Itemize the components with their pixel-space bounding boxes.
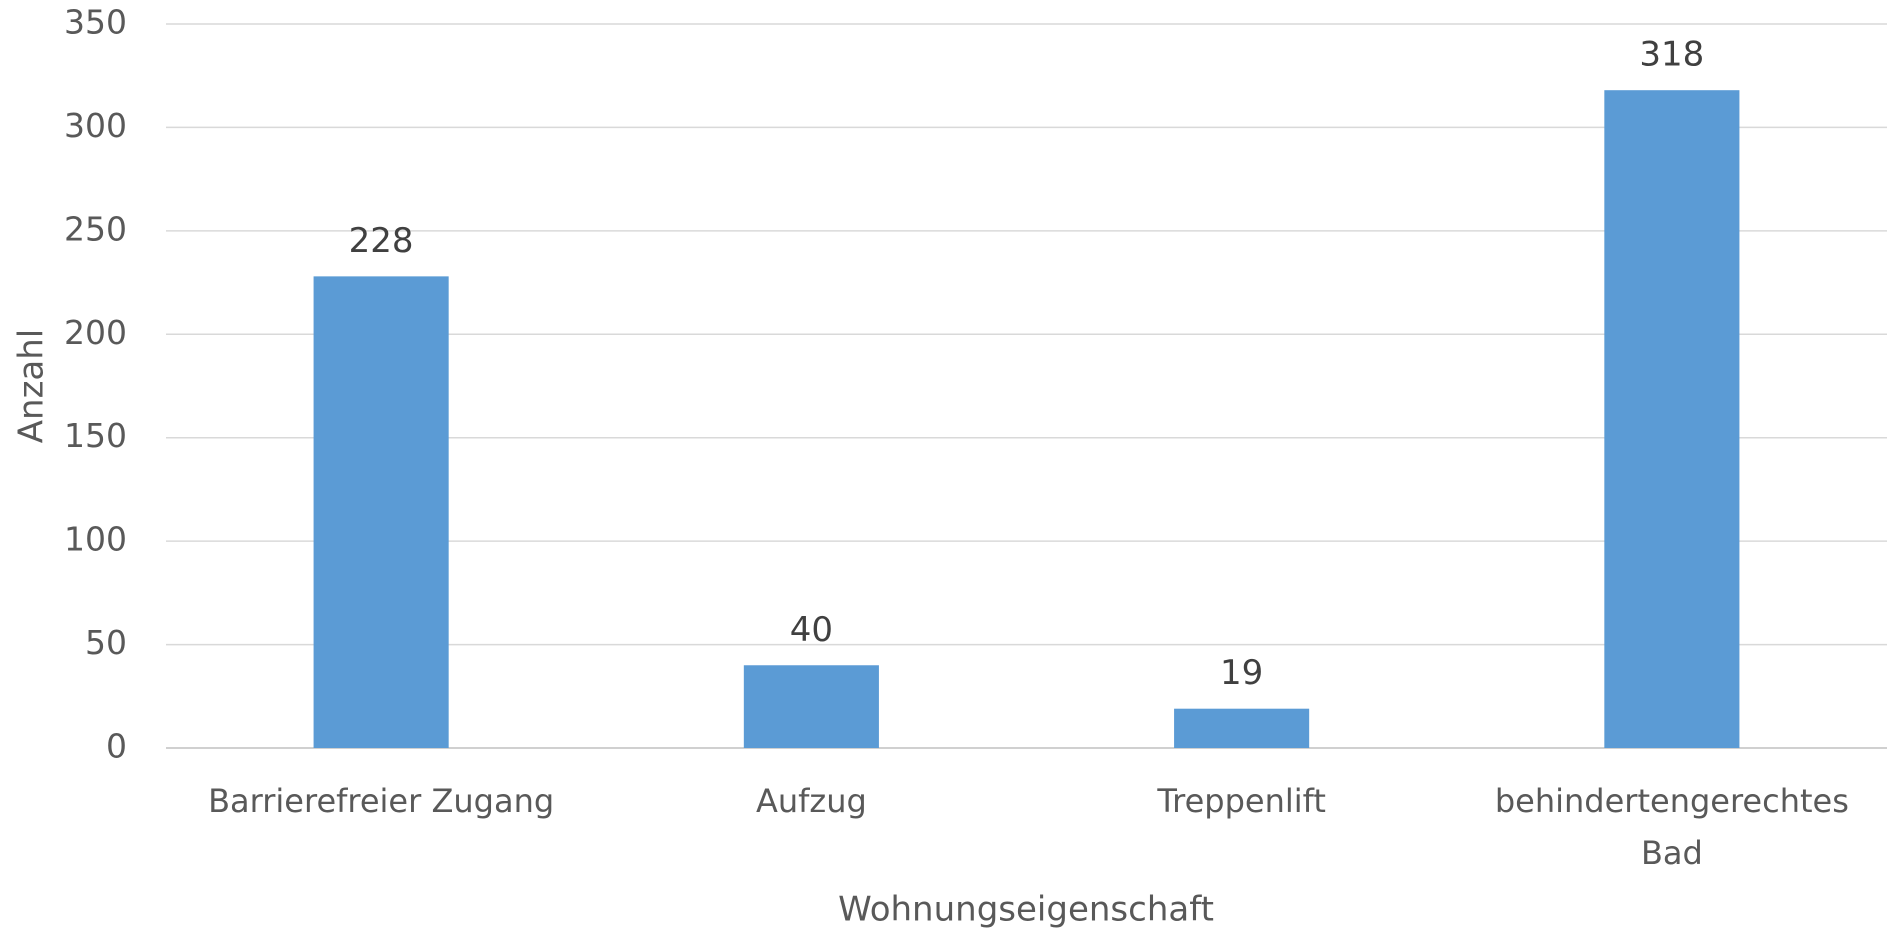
- y-tick-label: 100: [64, 520, 127, 559]
- y-tick-label: 50: [85, 623, 127, 662]
- data-label: 228: [349, 221, 414, 261]
- bar: [743, 665, 879, 748]
- y-tick-label: 200: [64, 313, 127, 352]
- bar: [313, 276, 449, 748]
- y-tick-label: 300: [64, 106, 127, 145]
- x-tick-label: Barrierefreier Zugang: [208, 782, 554, 820]
- x-tick-label: Aufzug: [756, 782, 867, 820]
- x-tick-label: behindertengerechtes Bad: [1495, 782, 1849, 872]
- x-axis-title: Wohnungseigenschaft: [838, 890, 1214, 930]
- y-tick-label: 250: [64, 209, 127, 248]
- data-label: 318: [1639, 35, 1704, 75]
- y-tick-label: 0: [106, 727, 127, 766]
- y-tick-label: 150: [64, 416, 127, 455]
- bar: [1174, 708, 1310, 748]
- data-label: 19: [1220, 653, 1263, 693]
- x-tick-label: Treppenlift: [1156, 782, 1326, 820]
- y-axis-title: Anzahl: [12, 329, 52, 443]
- y-tick-label: 350: [64, 3, 127, 42]
- data-label: 40: [790, 610, 833, 650]
- bar: [1604, 90, 1740, 749]
